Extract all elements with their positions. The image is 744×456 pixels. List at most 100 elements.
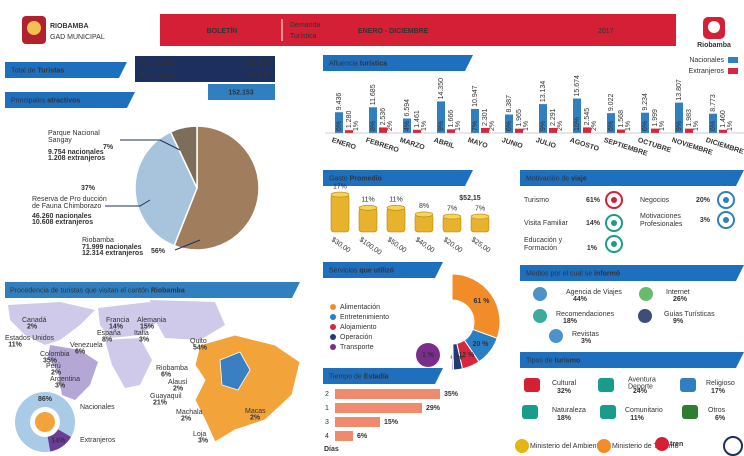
- bar-value-label: 2.291: [550, 108, 557, 126]
- place-share: 2%: [181, 415, 192, 422]
- bar-value-label: 10.947: [472, 85, 479, 107]
- segment-label: 61 %: [473, 298, 490, 305]
- media-share: 26%: [673, 296, 688, 303]
- title-part-bold: Turistas: [37, 67, 64, 74]
- bar-share-label: 10%: [574, 117, 581, 131]
- bar-value-label: 1.461: [414, 110, 421, 128]
- media-name: Revistas: [572, 331, 599, 338]
- stay-days: 4: [325, 433, 329, 440]
- attraction-foreigners: 12.314 extranjeros: [82, 250, 143, 257]
- legend-dot: [330, 344, 336, 350]
- bar-value-label: 2.301: [482, 108, 489, 126]
- attraction-name: Reserva de Pro ducción: [32, 196, 107, 203]
- bulletin-year: 2017: [598, 28, 614, 35]
- stay-share: 6%: [357, 433, 368, 440]
- title-part: Medios por el cual se: [526, 270, 594, 277]
- title-part: Principales: [11, 97, 47, 104]
- tourism-share: 11%: [630, 415, 644, 422]
- coin-top: [415, 212, 433, 217]
- title-part-bold: turismo: [555, 357, 581, 364]
- motivation-share: 14%: [586, 220, 601, 227]
- title-part: Gasto: [329, 175, 350, 182]
- org-subtitle: GAD MUNICIPAL: [50, 34, 105, 41]
- stay-share: 15%: [384, 419, 399, 426]
- bar: [413, 130, 421, 133]
- bar-value-label: 9.022: [608, 94, 615, 112]
- footer-logo-icon: [515, 439, 529, 453]
- bar-share-label: 1%: [693, 121, 700, 131]
- section-title: Motivación de viaje: [526, 175, 587, 182]
- legend-label: Alojamiento: [340, 324, 377, 331]
- stay-bar: [335, 403, 422, 413]
- title-part: Motivación de: [526, 175, 571, 182]
- tourism-icon: [680, 378, 696, 392]
- bar-value-label: 1.999: [652, 109, 659, 127]
- section-title: Afluencia turística: [329, 60, 387, 67]
- motivation-share: 1%: [587, 245, 598, 252]
- motivation-name: Educación y: [524, 237, 563, 244]
- bar-share-label: 1%: [523, 121, 530, 131]
- section-title: Total de Turistas: [11, 67, 64, 74]
- bar-share-label: 9%: [438, 121, 445, 131]
- bar-share-label: 2%: [387, 121, 394, 131]
- spending-share: 17%: [333, 183, 347, 190]
- section-title: Tipos de turismo: [526, 357, 580, 364]
- bar-share-label: 1%: [727, 121, 734, 131]
- totals-name: Extranjeros: [140, 72, 176, 79]
- segment-label: 86%: [38, 396, 53, 403]
- tourism-name: Cultural: [552, 380, 577, 387]
- tourism-name: Comunitario: [625, 407, 663, 414]
- bar-share-label: 1%: [659, 121, 666, 131]
- bulletin-subtitle: Turística: [290, 33, 317, 40]
- title-part: Servicios: [329, 267, 359, 274]
- bar-value-label: 6.594: [404, 99, 411, 117]
- place-share: 2%: [27, 323, 38, 330]
- tourism-name: Religioso: [706, 380, 735, 387]
- legend-swatch: [728, 68, 738, 74]
- bar-share-label: 6%: [642, 121, 649, 131]
- tourism-icon: [522, 405, 538, 419]
- coin-top: [443, 214, 461, 219]
- coin-stack: [359, 208, 377, 232]
- bar-value-label: 9.436: [336, 93, 343, 111]
- bar: [379, 127, 387, 133]
- title-part: Total de: [11, 67, 37, 74]
- bar-share-label: 1%: [455, 121, 462, 131]
- place-share: 2%: [250, 414, 261, 421]
- stay-share: 35%: [444, 391, 459, 398]
- bar-share-label: 2%: [489, 121, 496, 131]
- coin-top: [471, 214, 489, 219]
- bar-share-label: 6%: [710, 121, 717, 131]
- title-part-bold: viaje: [571, 175, 587, 182]
- segment-label: 20 %: [472, 341, 489, 348]
- bar-value-label: 13.807: [676, 79, 683, 101]
- media-name: Recomendaciones: [556, 311, 614, 318]
- media-name: Internet: [666, 289, 690, 296]
- bar-value-label: 1.983: [686, 109, 693, 127]
- bar-share-label: 1%: [421, 121, 428, 131]
- logo-right-text: Riobamba: [697, 42, 731, 49]
- title-part: Tiempo de: [329, 373, 364, 380]
- bar-value-label: 8.387: [506, 95, 513, 113]
- place-share: 21%: [153, 399, 168, 406]
- stay-bar: [335, 389, 440, 399]
- bar: [617, 130, 625, 133]
- attraction-name: Sangay: [48, 137, 72, 144]
- motivation-icon-dot: [611, 220, 617, 226]
- bar: [583, 127, 591, 133]
- bar: [549, 128, 557, 133]
- stay-days: 1: [325, 405, 329, 412]
- bar-value-label: 1.666: [448, 110, 455, 128]
- media-share: 3%: [581, 338, 592, 345]
- place-share: 54%: [193, 344, 208, 351]
- attraction-share: 37%: [81, 185, 96, 192]
- bar-share-label: 7%: [472, 121, 479, 131]
- legend-label: Entretenimiento: [340, 314, 389, 321]
- legend-dot: [330, 304, 336, 310]
- bar: [345, 130, 353, 133]
- stay-bar: [335, 431, 353, 441]
- bar: [685, 129, 693, 133]
- footer-logo-icon: [655, 437, 669, 451]
- tourism-share: 6%: [715, 415, 726, 422]
- attraction-share: 56%: [151, 248, 166, 255]
